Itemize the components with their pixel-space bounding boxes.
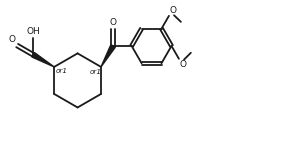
Text: O: O: [110, 18, 117, 27]
Text: O: O: [180, 60, 187, 69]
Text: or1: or1: [56, 68, 68, 74]
Text: O: O: [170, 6, 177, 15]
Text: OH: OH: [26, 27, 40, 36]
Text: or1: or1: [90, 69, 102, 75]
Text: O: O: [9, 35, 16, 44]
Polygon shape: [101, 45, 115, 67]
Polygon shape: [32, 53, 54, 67]
